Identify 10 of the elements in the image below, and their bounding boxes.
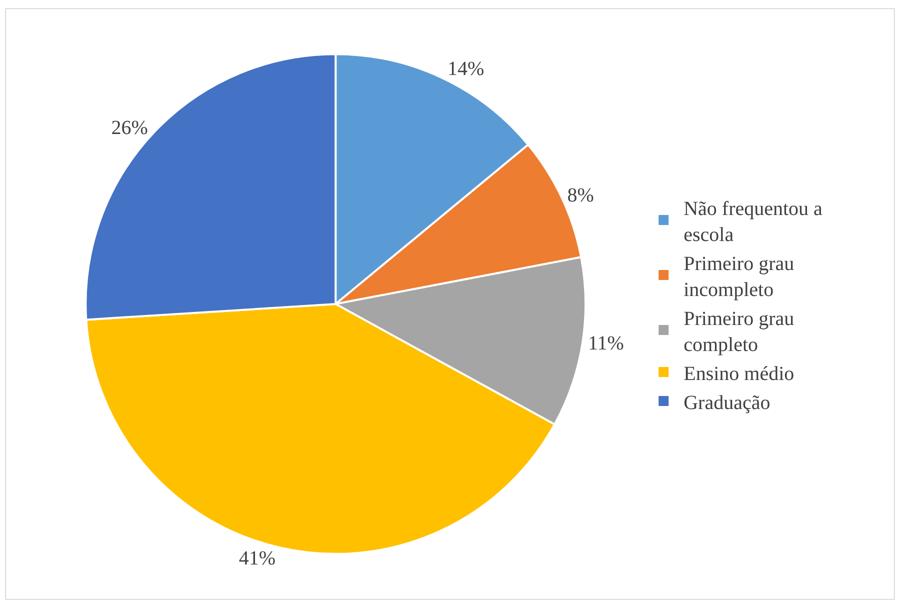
data-label: 8% [567,184,594,207]
legend-label: Primeiro grau incompleto [684,252,794,301]
legend-label: Primeiro grau completo [684,308,794,356]
legend-label: Graduação [684,392,770,414]
legend-label: Não frequentou a escola [684,198,823,246]
data-label: 11% [588,332,624,354]
data-label: 26% [111,116,148,139]
data-label: 14% [448,58,484,80]
data-label: 41% [238,547,276,570]
legend-label: Ensino médio [684,362,794,385]
